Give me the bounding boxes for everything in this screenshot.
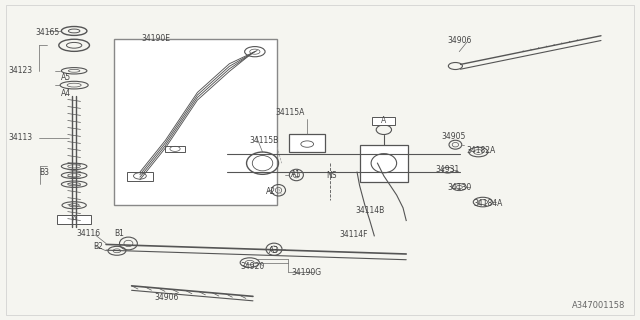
Text: 34130: 34130 [448,183,472,192]
Bar [360,145,408,182]
Text: 34114B: 34114B [355,206,385,215]
Text: A2: A2 [266,188,276,196]
Text: B2: B2 [93,242,103,251]
Text: B3: B3 [39,168,49,177]
Text: A5: A5 [61,73,72,82]
Text: A3: A3 [269,246,279,255]
Text: A1: A1 [291,170,301,179]
Text: A: A [72,215,77,224]
Text: 34123: 34123 [8,66,33,75]
Bar [127,172,153,181]
Text: 34906: 34906 [154,293,179,302]
Text: 34920: 34920 [240,262,264,271]
Text: 34190E: 34190E [141,35,170,44]
Text: 34906: 34906 [448,36,472,45]
Text: B1: B1 [115,229,124,238]
Text: 34115A: 34115A [275,108,305,117]
Text: A: A [381,116,387,125]
Text: NS: NS [326,172,337,180]
Bar [372,117,396,125]
Text: 34182A: 34182A [467,146,496,155]
Text: 34184A: 34184A [473,198,502,207]
Text: A347001158: A347001158 [572,301,625,310]
Bar [289,133,325,152]
Text: 34931: 34931 [435,165,460,174]
Text: A4: A4 [61,89,72,98]
Bar [115,39,277,204]
Text: 34165: 34165 [36,28,60,37]
Text: 34115B: 34115B [250,136,279,145]
Text: 34905: 34905 [442,132,466,140]
Text: 34114F: 34114F [339,230,367,239]
Bar [166,146,184,152]
Bar [57,215,92,224]
Text: 34190G: 34190G [291,268,321,277]
Text: 34116: 34116 [76,229,100,238]
Text: 34113: 34113 [8,133,33,142]
